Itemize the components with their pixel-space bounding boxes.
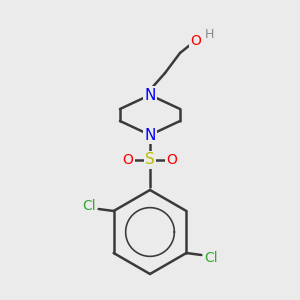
Text: H: H [204, 28, 214, 40]
Text: N: N [144, 88, 156, 103]
Text: Cl: Cl [205, 251, 218, 265]
Text: S: S [145, 152, 155, 167]
Text: N: N [144, 128, 156, 142]
Text: Cl: Cl [82, 199, 95, 213]
Text: O: O [123, 153, 134, 167]
Text: O: O [190, 34, 201, 48]
Text: O: O [167, 153, 177, 167]
